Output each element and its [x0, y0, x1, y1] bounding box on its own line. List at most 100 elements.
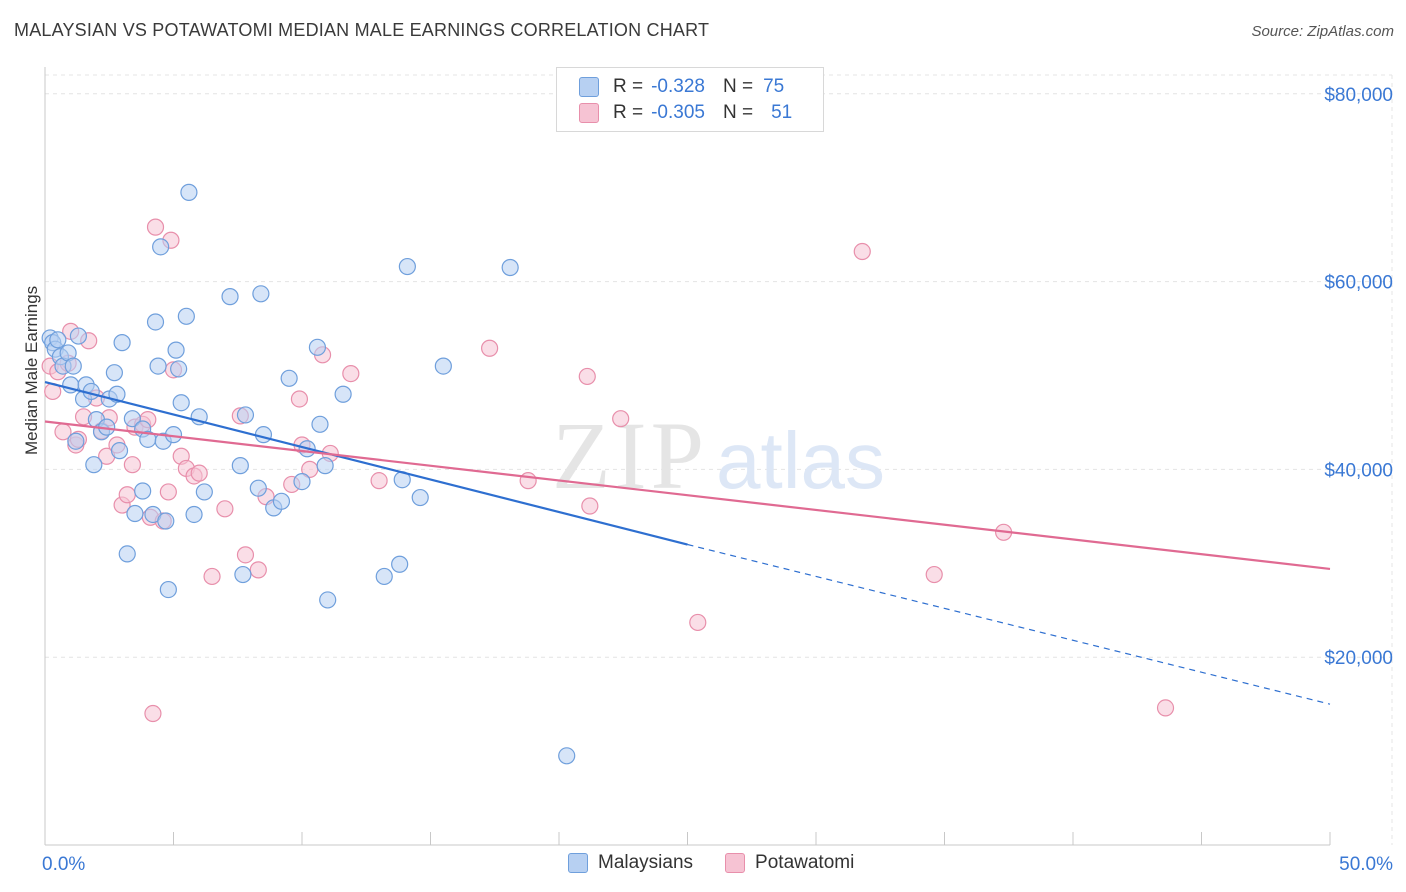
tick-labels: $20,000 $40,000 $60,000 $80,000 0.0% 50.0% — [42, 85, 1393, 875]
malaysian-point — [249, 479, 267, 497]
potawatomi-trend-line — [44, 420, 1331, 571]
legend-r-value: -0.305 — [651, 102, 705, 123]
potawatomi-point — [290, 390, 309, 408]
malaysian-point — [272, 492, 291, 510]
legend-n-value: 51 — [771, 102, 793, 123]
malaysian-point — [236, 406, 255, 424]
malaysian-point — [319, 591, 337, 609]
malaysian-point — [375, 567, 393, 586]
malaysian-point — [85, 456, 103, 474]
potawatomi-point — [216, 500, 234, 518]
malaysian-point — [501, 258, 519, 277]
legend-row-malaysians: R = -0.328 N = 75 — [579, 75, 784, 99]
y-tick-label: $40,000 — [1324, 460, 1393, 481]
source-label: Source: ZipAtlas.com — [1251, 23, 1394, 40]
malaysian-point — [177, 307, 195, 325]
malaysian-point — [434, 357, 452, 375]
potawatomi-point — [159, 483, 177, 501]
malaysian-point — [146, 313, 165, 331]
axes — [44, 67, 1331, 846]
potawatomi-point — [342, 365, 360, 383]
malaysian-point — [180, 183, 198, 201]
malaysian-point — [167, 341, 185, 359]
malaysian-point — [558, 747, 576, 765]
malaysian-point — [398, 257, 416, 276]
potawatomi-point — [146, 218, 165, 236]
correlation-legend: R = -0.328 N = 75 R = -0.305 N = 51 — [556, 67, 824, 132]
malaysian-point — [126, 504, 144, 523]
legend-n-value: 75 — [763, 76, 785, 97]
malaysian-point — [157, 512, 175, 530]
legend-row-potawatomi: R = -0.305 N = 51 — [579, 101, 792, 125]
legend-r-value: -0.328 — [651, 76, 705, 97]
malaysian-point — [134, 482, 152, 500]
legend-r-label: R = — [613, 76, 644, 97]
potawatomi-point — [925, 565, 943, 584]
malaysian-point — [308, 338, 327, 356]
watermark-zip: ZIP — [552, 402, 708, 509]
series-label-potawatomi: Potawatomi — [755, 852, 855, 873]
malaysian-point — [334, 385, 352, 403]
malaysian-point — [254, 426, 273, 444]
potawatomi-point — [853, 242, 871, 261]
malaysian-point — [185, 505, 203, 524]
chart-title: MALAYSIAN VS POTAWATOMI MEDIAN MALE EARN… — [14, 20, 710, 40]
series-legend-potawatomi[interactable]: Potawatomi — [725, 852, 854, 874]
malaysian-point — [118, 545, 136, 563]
malaysian-point — [69, 327, 88, 345]
potawatomi-point — [481, 339, 499, 357]
malaysian-point — [221, 288, 239, 306]
potawatomi-point — [689, 613, 707, 632]
potawatomi-point — [1156, 699, 1175, 717]
potawatomi-point — [581, 497, 599, 515]
malaysians-trend-line — [44, 380, 688, 546]
malaysian-point — [149, 357, 167, 375]
y-tick-label: $80,000 — [1324, 85, 1393, 106]
potawatomi-point — [144, 704, 162, 723]
malaysian-point — [113, 334, 131, 352]
malaysian-point — [110, 442, 129, 460]
malaysian-point — [172, 394, 190, 412]
malaysian-point — [159, 580, 177, 599]
potawatomi-point — [249, 561, 267, 579]
potawatomi-point — [118, 486, 136, 504]
series-legend: Malaysians Potawatomi — [568, 852, 886, 874]
malaysian-point — [411, 488, 429, 507]
potawatomi-point — [578, 367, 596, 386]
series-legend-malaysians[interactable]: Malaysians — [568, 852, 693, 874]
legend-n-label: N = — [722, 76, 754, 97]
potawatomi-point — [236, 546, 255, 564]
potawatomi-point — [519, 472, 537, 490]
malaysian-point — [67, 432, 85, 450]
malaysian-point — [234, 565, 252, 584]
grid-lines — [45, 74, 1393, 845]
legend-r-label: R = — [613, 102, 644, 123]
x-tick-label: 0.0% — [42, 854, 85, 875]
malaysian-point — [123, 410, 141, 428]
potawatomi-point — [123, 456, 141, 474]
malaysian-point — [316, 457, 334, 475]
malaysians-trend-extension — [687, 543, 1331, 705]
trend-lines — [44, 380, 1331, 705]
malaysian-point — [391, 555, 409, 573]
data-points — [41, 183, 1175, 765]
legend-swatch-potawatomi — [579, 103, 599, 123]
malaysian-point — [311, 415, 329, 433]
malaysian-point — [195, 483, 213, 501]
malaysian-point — [152, 238, 170, 256]
legend-n-label: N = — [722, 102, 754, 123]
potawatomi-point — [203, 567, 221, 586]
y-tick-label: $60,000 — [1324, 273, 1393, 294]
series-label-malaysians: Malaysians — [598, 852, 694, 873]
watermark-atlas: atlas — [716, 416, 885, 505]
legend-swatch-malaysians — [579, 77, 599, 97]
malaysian-point — [49, 331, 67, 349]
series-swatch-potawatomi — [725, 853, 746, 873]
watermark: ZIP atlas — [552, 402, 885, 509]
x-tick-label: 50.0% — [1339, 854, 1393, 875]
y-tick-label: $20,000 — [1324, 648, 1393, 669]
malaysian-point — [170, 360, 188, 378]
potawatomi-point — [370, 472, 388, 490]
malaysian-point — [64, 357, 82, 375]
